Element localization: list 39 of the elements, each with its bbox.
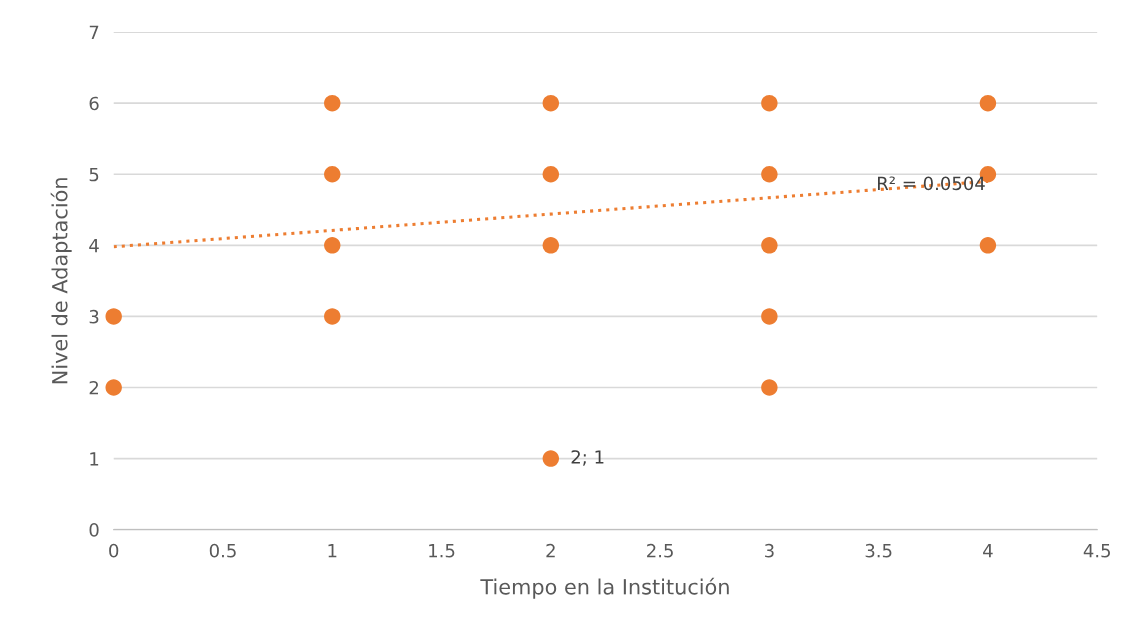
x-axis-title: Tiempo en la Institución — [480, 577, 729, 599]
point — [324, 237, 341, 254]
y-tick-label: 4 — [89, 239, 99, 253]
y-tick-label: 0 — [89, 523, 99, 537]
point — [979, 94, 997, 112]
point — [105, 308, 122, 325]
x-tick-label: 3 — [765, 543, 774, 558]
x-tick-label: 2.5 — [647, 543, 673, 558]
point — [324, 94, 341, 112]
x-tick-label: 4.5 — [1083, 544, 1110, 558]
x-tick-label: 0 — [109, 543, 119, 558]
point — [105, 379, 122, 396]
x-tick-label: 2 — [546, 543, 555, 558]
point — [324, 308, 341, 325]
x-tick-label: 0.5 — [209, 543, 236, 558]
point — [761, 379, 778, 396]
y-axis-title: Nivel de Adaptación — [50, 178, 72, 384]
point — [542, 94, 560, 112]
annotation: R² = 0.0504 — [878, 176, 985, 191]
x-tick-label: 4 — [983, 544, 993, 558]
point — [979, 237, 997, 254]
annotation: 2; 1 — [571, 450, 604, 466]
y-tick-label: 7 — [89, 25, 99, 39]
point — [761, 94, 778, 112]
point — [761, 237, 778, 254]
point — [542, 166, 560, 183]
y-tick-label: 1 — [90, 452, 99, 466]
y-tick-label: 5 — [89, 167, 99, 182]
point — [542, 450, 560, 467]
point — [324, 166, 341, 183]
y-tick-label: 2 — [89, 380, 98, 395]
point — [761, 308, 778, 325]
point — [761, 166, 778, 183]
point — [542, 237, 560, 254]
x-tick-label: 1 — [328, 544, 337, 558]
x-tick-label: 3.5 — [865, 543, 892, 558]
y-tick-label: 3 — [89, 309, 99, 324]
y-tick-label: 6 — [89, 96, 99, 111]
x-tick-label: 1.5 — [429, 544, 455, 558]
